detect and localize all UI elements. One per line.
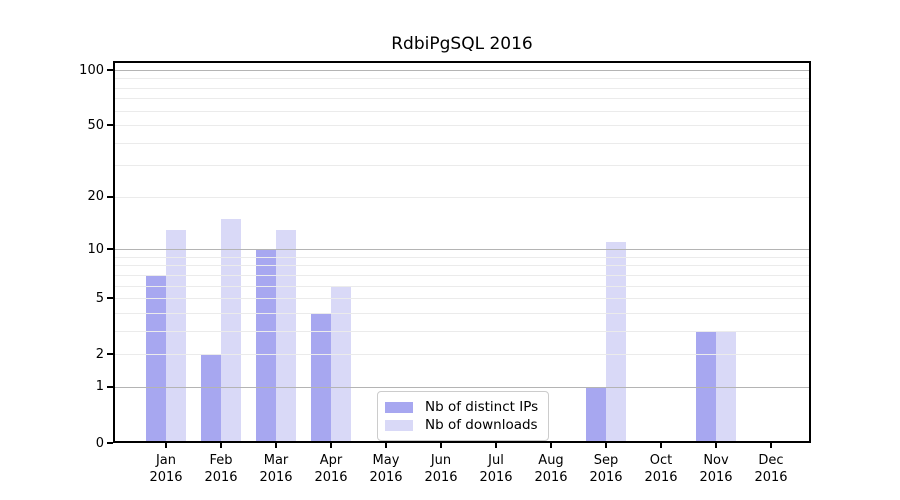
y-tick-0 (107, 442, 113, 444)
axis-spine-right (809, 61, 811, 443)
y-tick-2 (107, 353, 113, 356)
gridline-minor-7 (113, 274, 811, 276)
legend: Nb of distinct IPs Nb of downloads (377, 391, 550, 441)
y-label-1: 1 (95, 379, 104, 395)
y-tick-5 (107, 297, 113, 300)
axis-spine-left (113, 61, 115, 443)
bar-apr-downloads (331, 285, 351, 443)
x-tick-may (385, 443, 387, 448)
x-label-feb: Feb 2016 (204, 453, 238, 485)
gridline-minor-20 (113, 196, 811, 198)
y-label-100: 100 (79, 62, 104, 78)
x-tick-sep (605, 443, 607, 448)
axis-spine-bottom (113, 441, 811, 443)
y-label-10: 10 (87, 241, 104, 257)
gridline-major-1 (113, 386, 811, 388)
x-label-jan: Jan 2016 (149, 453, 183, 485)
x-label-nov: Nov 2016 (699, 453, 733, 485)
y-tick-10 (107, 248, 113, 251)
x-tick-jul (495, 443, 497, 448)
x-tick-feb (220, 443, 222, 448)
legend-item-distinct-ips: Nb of distinct IPs (385, 399, 538, 415)
gridline-minor-80 (113, 87, 811, 89)
x-label-mar: Mar 2016 (259, 453, 293, 485)
y-tick-20 (107, 195, 113, 198)
gridline-minor-50 (113, 125, 811, 127)
bar-jan-distinct-ips (146, 274, 166, 443)
gridline-minor-5 (113, 298, 811, 300)
gridline-minor-2 (113, 354, 811, 356)
y-label-0: 0 (95, 435, 104, 451)
chart-title: RdbiPgSQL 2016 (391, 34, 533, 54)
x-tick-apr (330, 443, 332, 448)
bar-jan-downloads (166, 229, 186, 443)
bar-sep-downloads (606, 242, 626, 443)
gridline-minor-9 (113, 256, 811, 258)
bar-mar-distinct-ips (256, 249, 276, 443)
x-tick-oct (660, 443, 662, 448)
plot-area: Nb of distinct IPs Nb of downloads (113, 61, 811, 443)
x-label-sep: Sep 2016 (589, 453, 623, 485)
x-tick-aug (550, 443, 552, 448)
gridline-minor-90 (113, 78, 811, 80)
legend-label-distinct-ips: Nb of distinct IPs (425, 399, 539, 415)
legend-swatch-downloads (385, 419, 413, 431)
x-label-oct: Oct 2016 (644, 453, 678, 485)
bar-mar-downloads (276, 229, 296, 443)
y-tick-50 (107, 124, 113, 127)
bar-sep-distinct-ips (586, 386, 606, 443)
x-tick-nov (715, 443, 717, 448)
legend-swatch-distinct-ips (385, 401, 413, 413)
x-tick-mar (275, 443, 277, 448)
x-tick-jan (165, 443, 167, 448)
x-label-may: May 2016 (369, 453, 403, 485)
gridline-minor-3 (113, 330, 811, 332)
legend-label-downloads: Nb of downloads (425, 417, 538, 433)
gridline-minor-4 (113, 312, 811, 314)
gridline-minor-30 (113, 165, 811, 167)
gridline-minor-6 (113, 285, 811, 287)
bar-feb-distinct-ips (201, 354, 221, 443)
axis-spine-top (113, 61, 811, 63)
y-label-50: 50 (87, 117, 104, 133)
gridline-major-100 (113, 70, 811, 71)
x-label-dec: Dec 2016 (754, 453, 788, 485)
x-label-jul: Jul 2016 (479, 453, 513, 485)
y-label-5: 5 (95, 290, 104, 306)
gridline-major-10 (113, 249, 811, 251)
legend-item-downloads: Nb of downloads (385, 417, 538, 433)
x-tick-jun (440, 443, 442, 448)
gridline-minor-70 (113, 98, 811, 100)
x-label-jun: Jun 2016 (424, 453, 458, 485)
bar-apr-distinct-ips (311, 312, 331, 443)
y-label-20: 20 (87, 189, 104, 205)
gridline-minor-60 (113, 110, 811, 112)
y-tick-100 (107, 69, 113, 71)
gridline-minor-8 (113, 265, 811, 267)
x-tick-dec (770, 443, 772, 448)
x-label-apr: Apr 2016 (314, 453, 348, 485)
x-label-aug: Aug 2016 (534, 453, 568, 485)
y-tick-1 (107, 385, 113, 388)
y-label-2: 2 (95, 346, 104, 362)
gridline-minor-40 (113, 142, 811, 144)
